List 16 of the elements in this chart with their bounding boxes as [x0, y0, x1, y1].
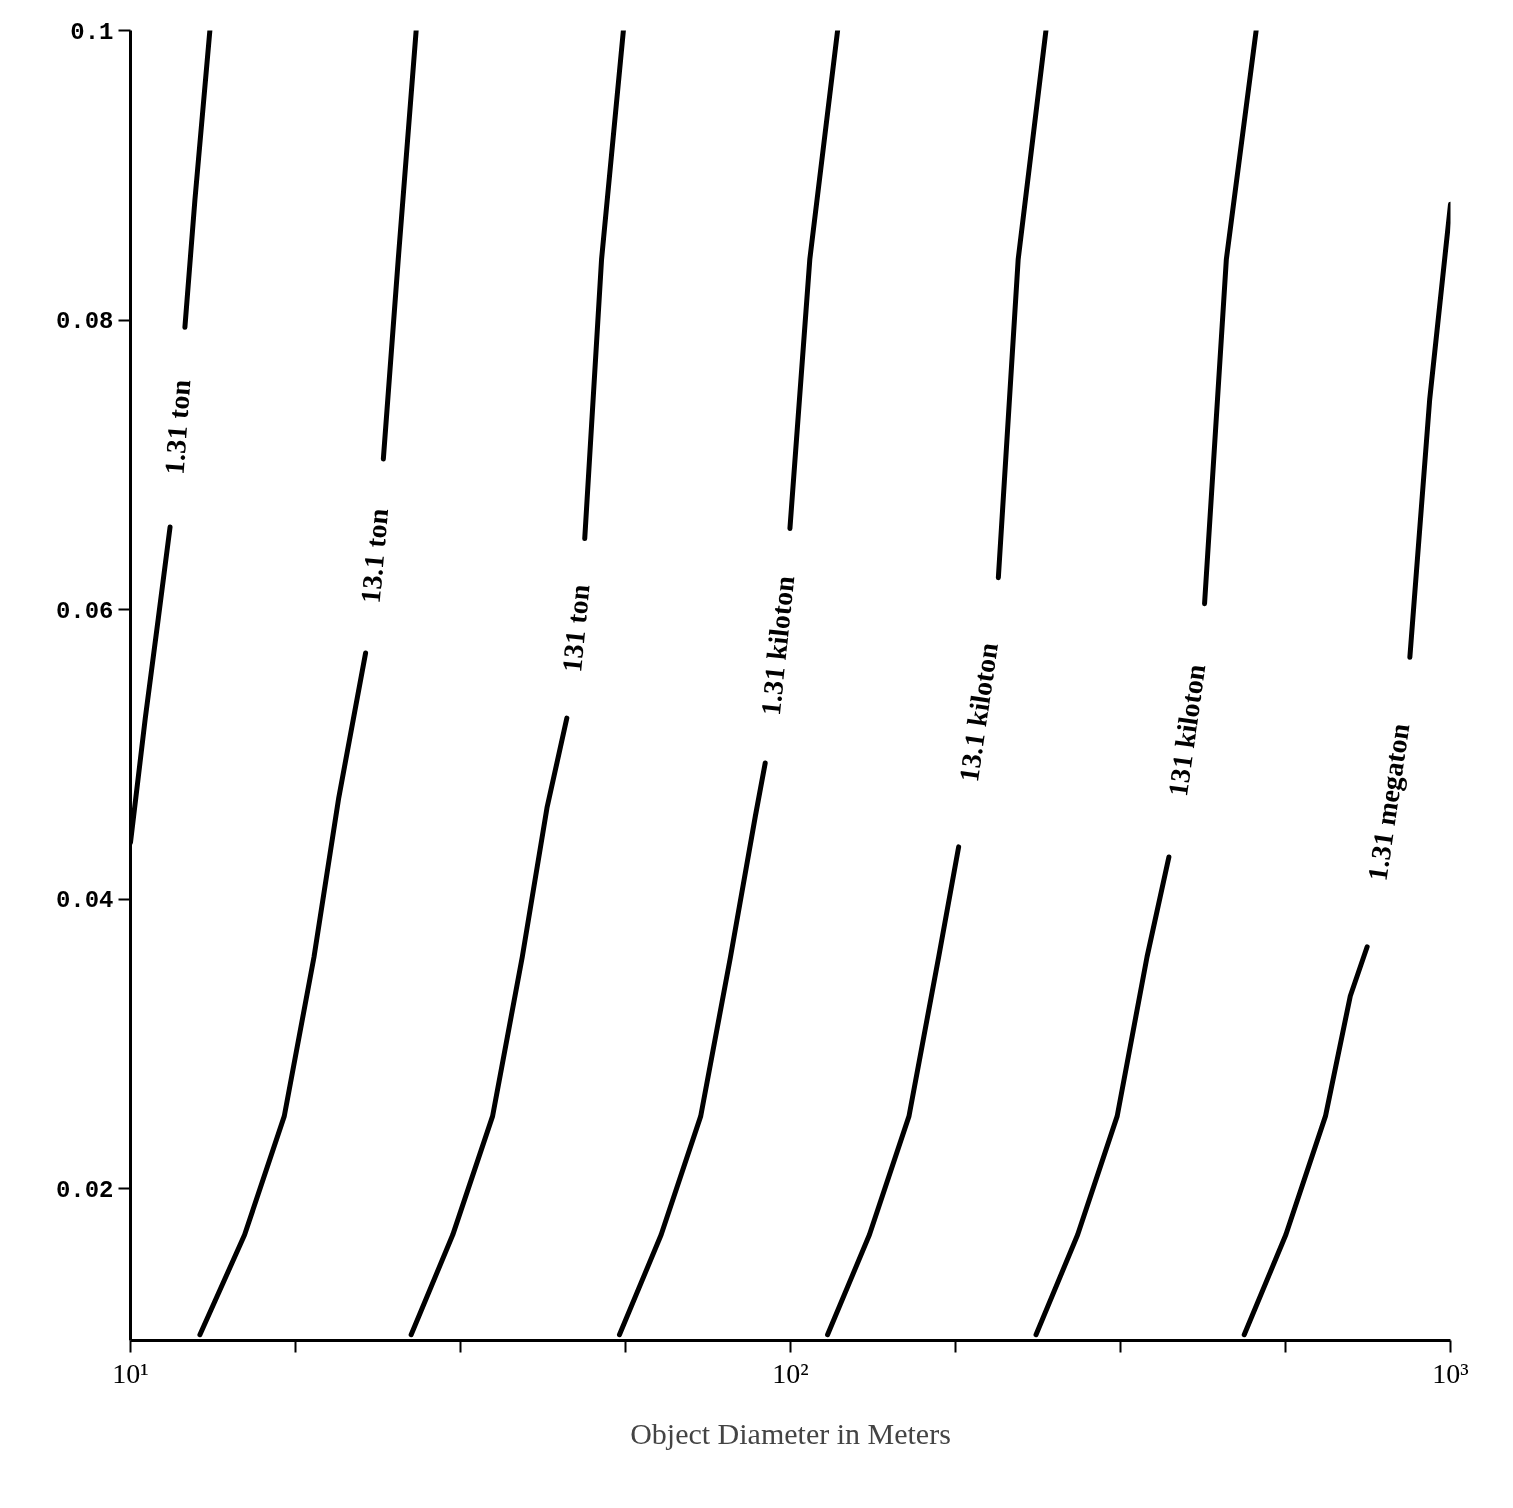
text: 13.1 ton [354, 506, 395, 605]
x-tick-label: 10³ [1432, 1357, 1469, 1389]
y-tick-label: 0.02 [55, 1176, 114, 1204]
y-tick-label: 0.04 [55, 887, 114, 915]
text: 131 kiloton [1162, 661, 1212, 799]
y-tick-label: 0.08 [55, 308, 114, 335]
x-axis-title: Object Diameter in Meters [630, 1416, 951, 1450]
y-tick-label: 0.06 [55, 597, 114, 625]
x-tick-label: 10² [772, 1357, 809, 1389]
x-tick-label: 10¹ [112, 1357, 149, 1389]
y-tick-label: 0.1 [70, 18, 114, 46]
text: 131 ton [556, 582, 596, 674]
text: 1.31 kiloton [754, 574, 801, 717]
text: 1.31 ton [158, 378, 197, 476]
text: 13.1 kiloton [952, 640, 1005, 784]
text: 1.31 megaton [1361, 720, 1416, 883]
